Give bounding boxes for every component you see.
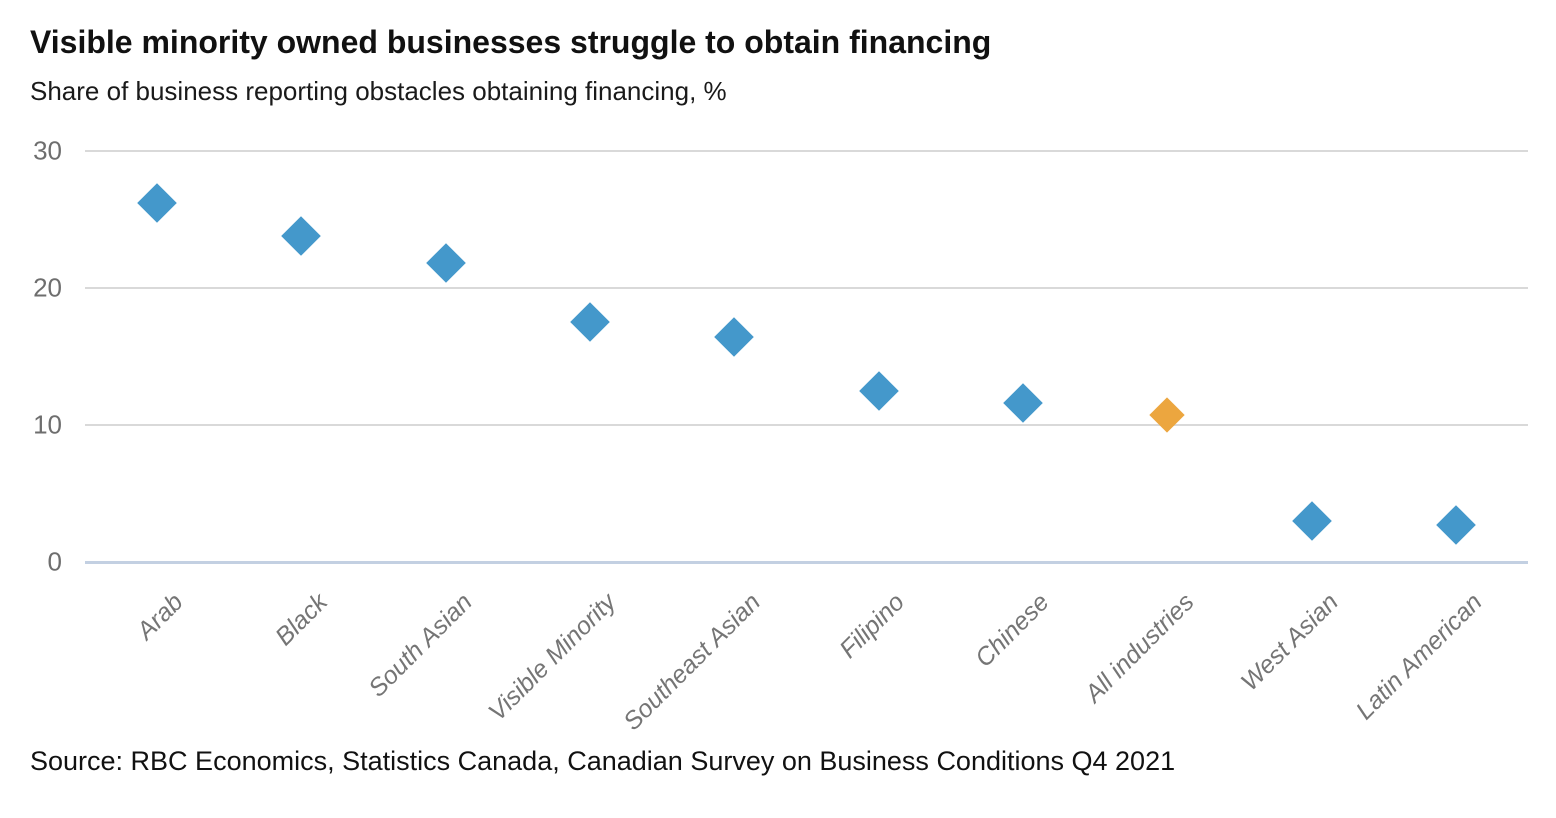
- data-point-west-asian: [1291, 501, 1332, 541]
- chart-subtitle: Share of business reporting obstacles ob…: [30, 76, 727, 106]
- data-point-filipino: [858, 370, 899, 411]
- plot-area: 0 10 20 30 Arab Black South Asian Visible Minor…: [33, 136, 1528, 736]
- data-point-southeast-asian: [714, 317, 755, 358]
- chart-title: Visible minority owned businesses strugg…: [30, 24, 992, 60]
- x-axis-line: [85, 560, 1528, 564]
- y-tick-label-0: 0: [47, 546, 62, 577]
- data-point-arab: [137, 183, 177, 223]
- x-category-label-south-asian: South Asian: [363, 588, 478, 703]
- x-category-label-filipino: Filipino: [834, 588, 911, 664]
- x-category-label-arab: Arab: [131, 588, 189, 646]
- x-category-label-latin-american: Latin American: [1350, 588, 1488, 726]
- x-category-label-chinese: Chinese: [970, 588, 1055, 673]
- data-point-chinese: [1003, 383, 1043, 423]
- y-tick-label-20: 20: [33, 272, 62, 303]
- data-point-all-industries: [1149, 397, 1185, 434]
- x-category-label-visible-minority: Visible Minority: [483, 588, 622, 727]
- data-point-visible-minority: [570, 302, 610, 343]
- y-tick-label-30: 30: [33, 135, 62, 166]
- source-note: Source: RBC Economics, Statistics Canada…: [30, 746, 1176, 776]
- x-category-label-southeast-asian: Southeast Asian: [618, 588, 767, 736]
- y-tick-label-10: 10: [33, 409, 62, 440]
- x-category-label-black: Black: [270, 588, 334, 652]
- x-category-label-west-asian: West Asian: [1235, 588, 1344, 697]
- data-point-south-asian: [425, 243, 466, 284]
- gridline-20: [85, 287, 1528, 289]
- x-category-label-all-industries: All industries: [1079, 588, 1200, 709]
- data-point-black: [281, 216, 322, 256]
- data-point-latin-american: [1436, 505, 1476, 545]
- gridline-10: [85, 424, 1528, 426]
- gridline-30: [85, 150, 1528, 152]
